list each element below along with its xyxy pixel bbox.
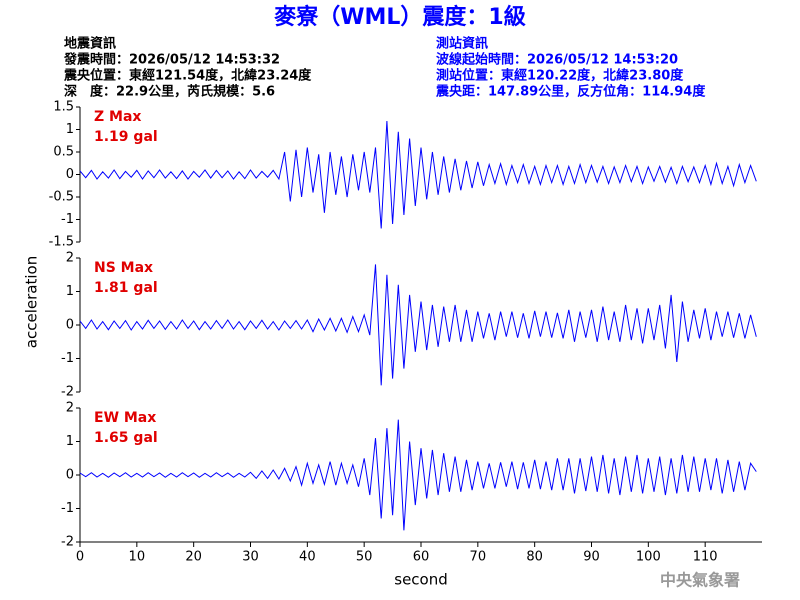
x-tick-label: 110: [693, 550, 718, 565]
info-right: 測站位置：東經120.22度，北緯23.80度: [436, 68, 684, 84]
x-tick-label: 30: [242, 550, 259, 565]
y-tick-label: -1: [61, 212, 74, 227]
max-label: Z Max: [94, 109, 141, 125]
y-tick-label: 0: [66, 468, 74, 483]
x-tick-label: 0: [76, 550, 84, 565]
x-axis-label: second: [394, 571, 448, 589]
x-tick-label: 90: [583, 550, 600, 565]
info-left: 震央位置：東經121.54度，北緯23.24度: [63, 68, 312, 84]
waveform: [79, 120, 757, 229]
y-tick-label: -1: [61, 501, 74, 516]
info-right: 震央距：147.89公里，反方位角：114.94度: [435, 84, 706, 100]
x-tick-label: 60: [413, 550, 430, 565]
y-tick-label: 0: [66, 318, 74, 333]
y-tick-label: 2: [66, 401, 74, 416]
max-value: 1.19 gal: [94, 129, 158, 145]
x-tick-label: 40: [299, 550, 316, 565]
info-right: 測站資訊: [436, 36, 488, 52]
y-tick-label: 0.5: [53, 145, 74, 160]
waveform: [79, 264, 757, 386]
info-left: 發震時間：2026/05/12 14:53:32: [63, 52, 280, 68]
title: 麥寮（WML）震度：1級: [273, 4, 526, 30]
footer: 中央氣象署: [660, 571, 740, 590]
info-left: 深 度：22.9公里，芮氏規模：5.6: [64, 84, 275, 100]
x-tick-label: 70: [470, 550, 487, 565]
y-tick-label: -1.5: [49, 235, 74, 250]
y-tick-label: -2: [61, 385, 74, 400]
max-value: 1.65 gal: [94, 430, 158, 446]
info-right: 波線起始時間：2026/05/12 14:53:20: [436, 52, 678, 68]
y-tick-label: 1: [66, 122, 74, 137]
x-tick-label: 100: [636, 550, 661, 565]
x-tick-label: 10: [129, 550, 146, 565]
y-tick-label: -0.5: [49, 190, 74, 205]
info-left: 地震資訊: [64, 36, 116, 52]
y-axis-label: acceleration: [23, 256, 41, 348]
y-tick-label: 1: [66, 284, 74, 299]
x-tick-label: 50: [356, 550, 373, 565]
max-value: 1.81 gal: [94, 280, 158, 296]
max-label: NS Max: [94, 260, 153, 276]
y-tick-label: 2: [66, 251, 74, 266]
y-tick-label: 0: [66, 167, 74, 182]
max-label: EW Max: [94, 410, 156, 426]
y-tick-label: -2: [61, 535, 74, 550]
x-tick-label: 80: [526, 550, 543, 565]
x-tick-label: 20: [185, 550, 202, 565]
y-tick-label: -1: [61, 351, 74, 366]
y-tick-label: 1.5: [53, 100, 74, 115]
waveform: [79, 419, 757, 531]
y-tick-label: 1: [66, 434, 74, 449]
